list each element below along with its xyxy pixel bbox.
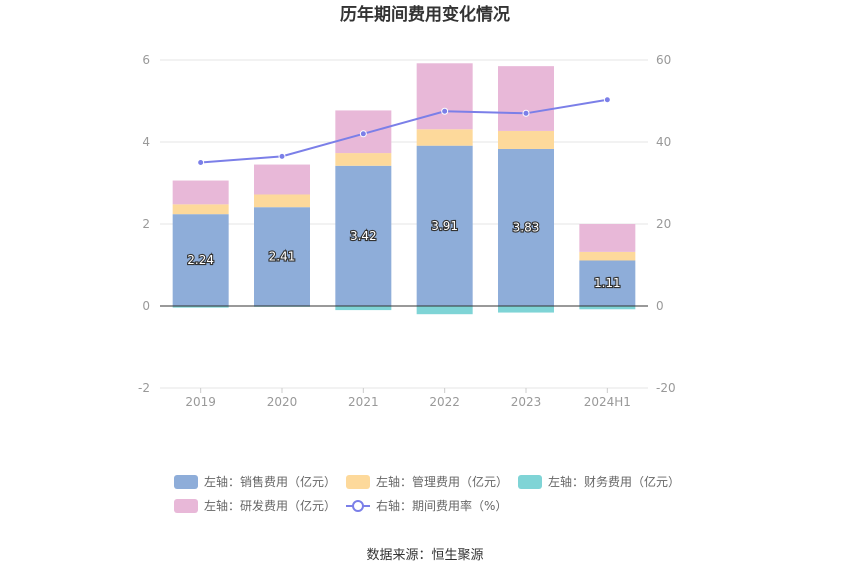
bar-rd xyxy=(579,224,636,252)
bar-finance xyxy=(416,306,473,315)
y-left-tick-label: 4 xyxy=(142,135,150,149)
legend-line-marker xyxy=(352,500,364,512)
bar-admin xyxy=(335,153,392,166)
y-left-tick-label: 6 xyxy=(142,53,150,67)
bar-rd xyxy=(254,164,310,195)
bar-finance xyxy=(579,306,636,310)
sales-data-label: 3.91 xyxy=(431,219,458,233)
data-labels: 2.24 2.41 3.42 3.91 3.83 1.11 xyxy=(186,218,622,292)
ratio-point xyxy=(603,96,611,104)
ratio-line xyxy=(200,98,608,164)
sales-data-label: 1.11 xyxy=(594,276,621,290)
sales-data-label: 3.83 xyxy=(513,220,540,234)
bar-sales xyxy=(498,148,554,306)
y-axis-right: -20 0 20 40 60 xyxy=(656,53,676,395)
bar-admin xyxy=(498,130,554,149)
y-left-tick-label: -2 xyxy=(138,381,150,395)
bar-admin xyxy=(579,251,636,261)
legend-label-rd: 左轴：研发费用（亿元） xyxy=(204,498,336,513)
x-tick-label: 2020 xyxy=(267,395,298,409)
x-tick-label: 2019 xyxy=(185,395,216,409)
legend: 左轴：销售费用（亿元） 左轴：管理费用（亿元） 左轴：财务费用（亿元） 左轴：研发费用… xyxy=(174,474,680,513)
y-left-tick-label: 0 xyxy=(142,299,150,313)
bar-rd xyxy=(172,180,229,205)
bar-admin xyxy=(416,129,473,146)
x-tick-label: 2024H1 xyxy=(584,395,631,409)
legend-swatch-rd xyxy=(174,499,198,513)
bar-sales xyxy=(416,145,473,306)
ratio-point xyxy=(278,152,286,160)
legend-label-sales: 左轴：销售费用（亿元） xyxy=(204,474,336,489)
chart-title: 历年期间费用变化情况 xyxy=(340,4,510,25)
y-axis-left: -2 0 2 4 6 xyxy=(138,53,150,395)
ratio-point xyxy=(197,159,205,166)
bar-finance xyxy=(172,306,229,308)
y-right-tick-label: -20 xyxy=(656,381,676,395)
sales-data-label: 3.42 xyxy=(350,229,377,243)
x-tick-label: 2023 xyxy=(511,395,542,409)
y-left-tick-label: 2 xyxy=(142,217,150,231)
x-axis: 2019 2020 2021 2022 2023 2024H1 xyxy=(185,388,631,409)
ratio-point xyxy=(359,130,367,138)
ratio-line-group xyxy=(197,96,611,166)
source-note: 数据来源：恒生聚源 xyxy=(366,548,483,563)
ratio-point xyxy=(441,107,449,115)
sales-data-label: 2.24 xyxy=(187,253,214,267)
bar-finance xyxy=(335,306,392,311)
legend-swatch-admin xyxy=(346,475,370,489)
bar-rd xyxy=(498,66,554,131)
legend-label-ratio: 右轴：期间费用率（%） xyxy=(376,498,507,513)
bar-admin xyxy=(254,194,310,208)
legend-swatch-sales xyxy=(174,475,198,489)
bar-rd xyxy=(416,63,473,130)
x-tick-label: 2022 xyxy=(429,395,460,409)
y-right-tick-label: 20 xyxy=(656,217,671,231)
bar-admin xyxy=(172,204,229,215)
grid-lines xyxy=(160,59,648,389)
y-right-tick-label: 40 xyxy=(656,135,671,149)
bar-sales xyxy=(254,207,310,306)
sales-data-label: 2.41 xyxy=(269,250,296,264)
legend-swatch-finance xyxy=(518,475,542,489)
legend-label-admin: 左轴：管理费用（亿元） xyxy=(376,474,508,489)
ratio-point xyxy=(522,109,530,117)
bar-sales xyxy=(335,165,392,306)
bar-finance xyxy=(498,306,554,313)
x-tick-label: 2021 xyxy=(348,395,379,409)
bar-group xyxy=(172,63,636,315)
y-right-tick-label: 60 xyxy=(656,53,671,67)
y-right-tick-label: 0 xyxy=(656,299,664,313)
bar-sales xyxy=(172,214,229,306)
bar-sales xyxy=(579,260,636,306)
legend-label-finance: 左轴：财务费用（亿元） xyxy=(548,474,680,489)
